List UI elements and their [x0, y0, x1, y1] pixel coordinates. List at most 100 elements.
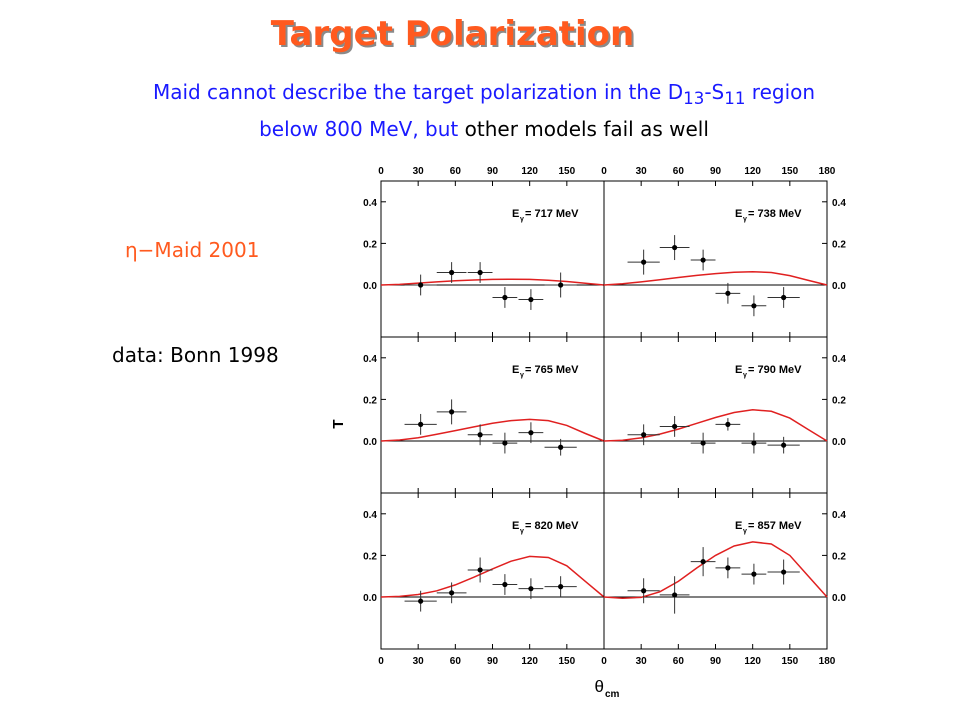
energy-label-value: = 765 MeV: [525, 364, 579, 376]
data-point: [502, 294, 508, 301]
data-point: [528, 586, 534, 592]
data-point: [641, 588, 647, 594]
y-tick-label: 0.2: [832, 395, 846, 406]
data-point: [700, 559, 706, 565]
x-tick-label-bottom: 90: [710, 656, 722, 667]
x-tick-label-top: 0: [378, 166, 384, 177]
maid-curve: [380, 418, 605, 442]
subtitle-text-black: other models fail as well: [464, 117, 709, 141]
maid-curve: [603, 541, 828, 599]
data-point: [725, 565, 731, 571]
x-axis-label-theta: θ: [595, 677, 604, 696]
data-point: [449, 409, 455, 415]
data-point: [558, 282, 564, 288]
y-tick-label: 0.4: [363, 510, 377, 521]
panel-frame: [380, 180, 605, 338]
energy-label-value: = 857 MeV: [748, 520, 802, 532]
subtitle-text-a: Maid cannot describe the target polariza…: [152, 80, 684, 104]
data-point: [672, 423, 678, 430]
x-tick-label-top: 0: [601, 166, 607, 177]
energy-label-value: = 790 MeV: [748, 364, 802, 376]
data-point: [781, 294, 787, 301]
energy-label-value: = 738 MeV: [748, 208, 802, 220]
page-title: Target Polarization Target Polarization: [0, 14, 905, 56]
x-tick-label-top: 150: [781, 166, 798, 177]
data-point: [781, 442, 787, 448]
energy-label-sub: γ: [743, 528, 747, 535]
energy-label-sub: γ: [743, 216, 747, 223]
y-tick-label: 0.0: [832, 437, 846, 448]
y-tick-label: 0.0: [832, 593, 846, 604]
panel-frame: [380, 336, 605, 494]
x-tick-label-top: 150: [558, 166, 575, 177]
y-tick-label: 0.4: [832, 510, 846, 521]
panel-frame: [603, 180, 828, 338]
subtitle-sub-13: 13: [683, 89, 705, 108]
energy-label-sub: γ: [743, 372, 747, 379]
energy-label-sub: γ: [520, 216, 524, 223]
data-point: [449, 269, 455, 276]
x-tick-label-top: 120: [744, 166, 761, 177]
y-tick-label: 0.2: [832, 551, 846, 562]
energy-label-value: = 820 MeV: [525, 520, 579, 532]
data-point: [672, 592, 678, 598]
data-point: [502, 440, 508, 446]
y-tick-label: 0.4: [832, 198, 846, 209]
y-tick-label: 0.4: [363, 354, 377, 365]
data-point: [477, 269, 483, 276]
x-tick-label-top: 180: [819, 166, 836, 177]
x-tick-label-bottom: 150: [558, 656, 575, 667]
subtitle-text-b: -S: [704, 80, 725, 104]
data-point: [418, 282, 424, 288]
y-tick-label: 0.2: [363, 395, 377, 406]
panel-frame: [603, 492, 828, 650]
subtitle-text-blue: below 800 MeV, but: [259, 117, 465, 141]
x-tick-label-bottom: 60: [673, 656, 685, 667]
y-axis-label: T: [330, 419, 347, 428]
x-tick-label-top: 60: [450, 166, 462, 177]
y-tick-label: 0.0: [363, 281, 377, 292]
data-point: [672, 244, 678, 251]
energy-label-e: E: [735, 208, 742, 220]
x-tick-label-top: 90: [710, 166, 722, 177]
x-tick-label-bottom: 120: [744, 656, 761, 667]
x-tick-label-top: 90: [487, 166, 499, 177]
y-tick-label: 0.2: [363, 551, 377, 562]
data-point: [700, 257, 706, 263]
energy-label-value: = 717 MeV: [525, 208, 579, 220]
y-tick-label: 0.0: [363, 593, 377, 604]
data-point: [641, 259, 647, 265]
data-point: [528, 430, 534, 436]
energy-label-e: E: [735, 520, 742, 532]
data-point: [477, 567, 483, 573]
x-tick-label-bottom: 180: [819, 656, 836, 667]
data-point: [751, 440, 757, 446]
energy-label-e: E: [735, 364, 742, 376]
data-point: [641, 432, 647, 438]
y-tick-label: 0.2: [832, 239, 846, 250]
data-point: [725, 290, 731, 296]
maid-curve: [380, 555, 605, 598]
data-point: [418, 421, 424, 427]
x-tick-label-top: 120: [521, 166, 538, 177]
x-axis-label-sub: cm: [605, 689, 620, 700]
x-tick-label-bottom: 0: [601, 656, 607, 667]
y-tick-label: 0.2: [363, 239, 377, 250]
x-tick-label-bottom: 90: [487, 656, 499, 667]
data-point: [477, 432, 483, 438]
x-tick-label-bottom: 30: [413, 656, 425, 667]
subtitle-sub-11: 11: [724, 89, 746, 108]
x-tick-label-bottom: 120: [521, 656, 538, 667]
data-source-label: data: Bonn 1998: [112, 343, 279, 367]
x-tick-label-bottom: 30: [636, 656, 648, 667]
y-tick-label: 0.4: [363, 198, 377, 209]
data-point: [449, 590, 455, 596]
x-tick-label-top: 30: [413, 166, 425, 177]
subtitle-text-c: region: [745, 80, 816, 104]
data-point: [528, 296, 534, 303]
energy-label-e: E: [512, 208, 519, 220]
data-point: [558, 444, 564, 450]
page-title-text: Target Polarization: [270, 14, 635, 54]
maid-curve: [603, 270, 828, 286]
